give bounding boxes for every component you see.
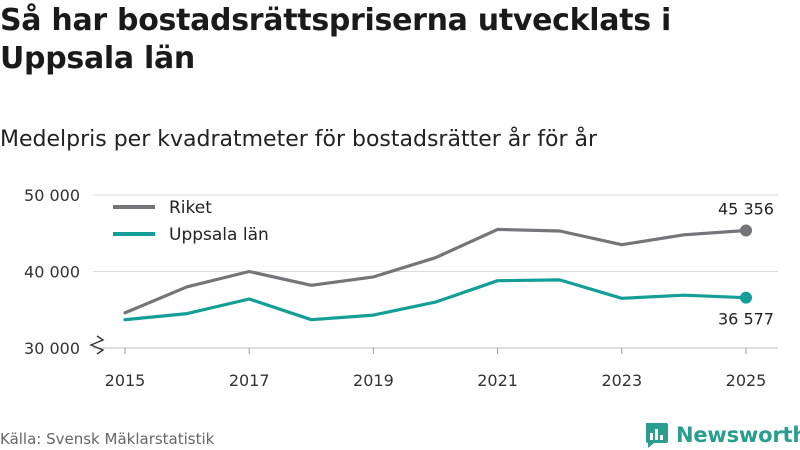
newsworthy-logo: Newsworthy [644,420,800,450]
chart-subtitle: Medelpris per kvadratmeter för bostadsrä… [0,127,598,152]
axis-break-icon [89,335,105,355]
series-end-marker-riket [740,224,752,237]
source-note: Källa: Svensk Mäklarstatistik [0,430,215,448]
x-tick-label: 2021 [477,371,518,390]
x-tick-label: 2023 [601,371,642,390]
brand-name: Newsworthy [676,423,800,447]
y-tick-label: 40 000 [24,263,80,282]
data-label-uppsala: 36 577 [718,310,774,329]
y-tick-label: 30 000 [24,339,80,358]
x-tick-label: 2015 [105,371,146,390]
legend-label-uppsala: Uppsala län [169,225,269,245]
x-tick-label: 2017 [229,371,270,390]
y-tick-label: 50 000 [24,186,80,205]
series-line-uppsala [123,278,748,322]
x-tick-label: 2025 [726,371,767,390]
series-line-riket [123,227,748,315]
data-label-riket: 45 356 [718,200,774,219]
series-end-marker-uppsala [740,291,752,304]
x-tick-label: 2019 [353,371,394,390]
line-chart: 30 000 40 000 50 000 2015 2017 2019 2021 2023 20… [24,186,778,390]
newsworthy-bar-icon [646,423,668,448]
legend-label-riket: Riket [169,198,212,218]
chart-title: Så har bostadsrättspriserna utvecklats i… [0,3,671,76]
